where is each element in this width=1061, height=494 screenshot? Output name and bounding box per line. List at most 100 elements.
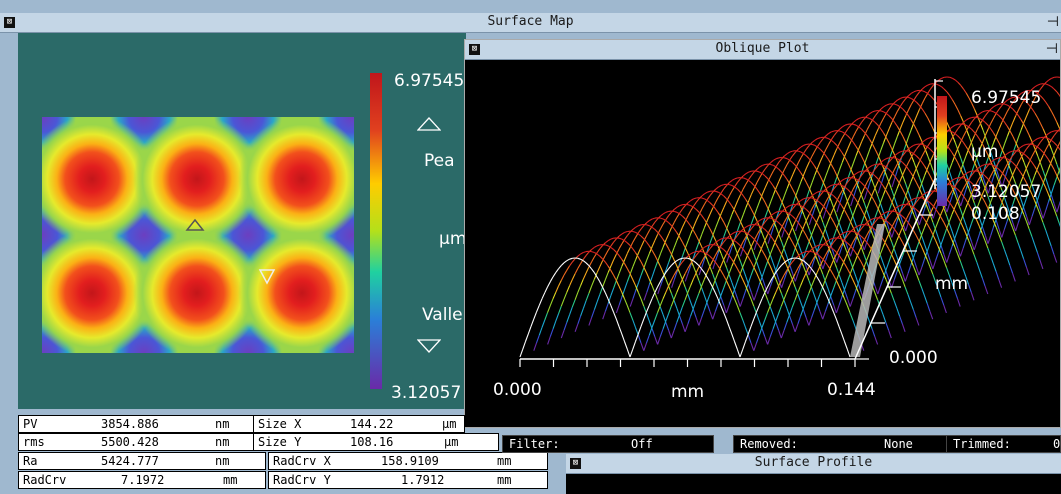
surface-mesh-line	[952, 77, 956, 81]
surface-mesh-line	[967, 239, 972, 248]
surface-mesh-line	[835, 251, 840, 256]
surface-mesh-line	[882, 314, 887, 323]
surface-mesh-line	[676, 314, 681, 323]
surface-mesh-line	[770, 255, 774, 264]
close-box-icon[interactable]: ⊠	[570, 458, 581, 469]
surface-mesh-line	[886, 157, 890, 160]
pin-icon[interactable]: ⊣	[1045, 41, 1058, 57]
valley-icon[interactable]	[417, 339, 441, 353]
surface-mesh-line	[1053, 88, 1058, 93]
surface-mesh-line	[742, 230, 746, 233]
surface-mesh-line	[847, 215, 851, 222]
surface-mesh-line	[871, 197, 876, 203]
surface-mesh-line	[803, 206, 807, 210]
surface-mesh-line	[1009, 106, 1014, 110]
surface-mesh-line	[761, 239, 766, 247]
surface-mesh-line	[860, 225, 865, 230]
surface-mesh-line	[618, 285, 623, 293]
surface-mesh-line	[753, 214, 758, 221]
surface-mesh-line	[747, 256, 752, 263]
surface-mesh-line	[921, 143, 925, 146]
surface-mesh-line	[797, 181, 802, 190]
close-box-icon[interactable]: ⊠	[469, 44, 480, 55]
surface-mesh-line	[1039, 183, 1044, 192]
peak-icon[interactable]	[417, 117, 441, 131]
removed-field[interactable]: Removed: None	[733, 435, 947, 453]
surface-mesh-line	[792, 168, 797, 175]
oblique-3d-plot[interactable]	[465, 59, 1060, 427]
surface-mesh-line	[1017, 168, 1022, 174]
surface-mesh-line	[599, 255, 603, 260]
surface-mesh-line	[902, 227, 906, 236]
surface-mesh-line	[857, 228, 862, 234]
surface-mesh-line	[706, 266, 711, 273]
surface-mesh-line	[819, 214, 824, 223]
surface-mesh-line	[670, 298, 675, 307]
surface-mesh-line	[759, 193, 763, 202]
surface-mesh-line	[855, 118, 860, 121]
surface-mesh-line	[954, 200, 959, 208]
surface-mesh-line	[921, 197, 925, 200]
surface-mesh-line	[580, 258, 584, 262]
surface-mesh-line	[913, 207, 918, 217]
surface-mesh-line	[1050, 245, 1055, 255]
surface-mesh-line	[791, 299, 796, 308]
surface-mesh-line	[811, 278, 815, 287]
surface-mesh-line	[855, 252, 859, 260]
surface-mesh-line	[935, 252, 939, 261]
surface-mesh-line	[679, 279, 683, 286]
surface-mesh-line	[858, 224, 862, 227]
surface-mesh-line	[838, 266, 843, 274]
surface-mesh-line	[695, 262, 700, 266]
surface-mesh-line	[800, 225, 804, 231]
surface-mesh-line	[756, 252, 761, 261]
surface-mesh-line	[998, 228, 1003, 238]
surface-mesh-line	[872, 144, 876, 150]
surface-mesh-line	[761, 285, 766, 293]
surface-mesh-line	[937, 213, 942, 221]
surface-mesh-line	[824, 281, 829, 290]
surface-mesh-line	[882, 187, 887, 195]
surface-mesh-line	[860, 240, 865, 248]
surface-mesh-line	[701, 309, 705, 318]
surface-mesh-line	[835, 318, 840, 327]
surface-mesh-line	[982, 115, 986, 121]
surface-mesh-line	[797, 146, 802, 150]
surface-mesh-line	[1020, 91, 1025, 94]
surface-mesh-line	[959, 191, 964, 196]
trimmed-field[interactable]: Trimmed: 0	[946, 435, 1061, 453]
surface-mesh-line	[725, 304, 730, 314]
pin-icon[interactable]: ⊣	[1046, 14, 1059, 30]
surface-mesh-line	[783, 187, 788, 196]
surface-mesh-line	[1037, 117, 1041, 124]
filter-field[interactable]: Filter: Off	[502, 435, 714, 453]
surface-mesh-line	[850, 136, 854, 143]
surface-mesh-line	[1009, 121, 1014, 130]
surface-mesh-line	[558, 306, 562, 314]
surface-mesh-line	[571, 273, 576, 280]
surface-mesh-line	[838, 255, 843, 260]
surface-mesh-line	[937, 288, 942, 298]
surface-map-image[interactable]	[42, 117, 354, 353]
surface-mesh-line	[844, 133, 849, 137]
surface-mesh-line	[871, 226, 876, 230]
surface-mesh-line	[1009, 220, 1014, 228]
surface-mesh-line	[897, 104, 901, 108]
surface-mesh-line	[880, 117, 885, 124]
close-box-icon[interactable]: ⊠	[4, 17, 15, 28]
surface-mesh-line	[871, 328, 876, 337]
surface-mesh-line	[714, 261, 719, 267]
surface-mesh-line	[714, 272, 719, 280]
surface-mesh-line	[648, 276, 653, 285]
surface-mesh-line	[1004, 121, 1008, 127]
surface-mesh-line	[880, 204, 885, 213]
surface-mesh-line	[993, 164, 997, 168]
surface-mesh-line	[1001, 116, 1006, 123]
surface-mesh-line	[684, 240, 689, 249]
surface-mesh-line	[734, 253, 738, 260]
surface-mesh-line	[995, 271, 1000, 280]
surface-mesh-line	[706, 294, 711, 303]
surface-mesh-line	[789, 306, 793, 315]
surface-mesh-line	[679, 236, 683, 243]
surface-mesh-line	[838, 245, 843, 255]
